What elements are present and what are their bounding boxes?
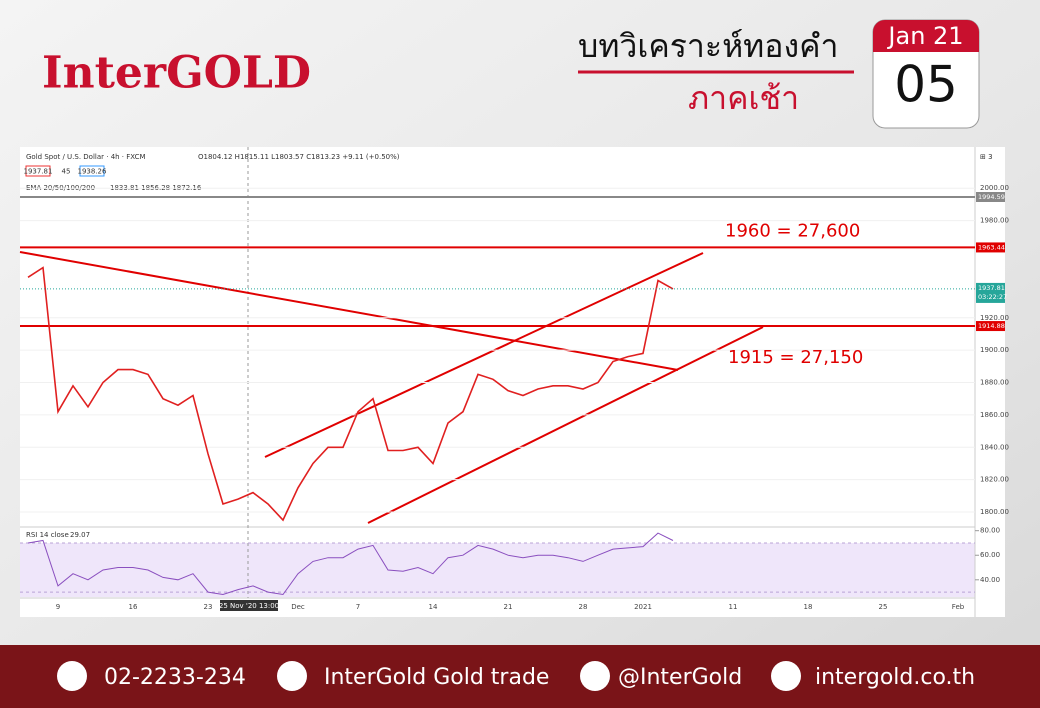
y-tick-label: 1920.00: [980, 314, 1009, 322]
bid-box: [25, 165, 51, 177]
level-tag: [976, 242, 1005, 253]
subtitle: ภาคเช้า: [688, 79, 799, 117]
web-icon: [771, 661, 801, 691]
y-tick-label: 1900.00: [980, 346, 1009, 354]
x-tick-label: 28: [579, 603, 588, 611]
x-tick-label: 7: [356, 603, 360, 611]
channel-upper: [264, 252, 704, 458]
phone: 02-2233-234: [104, 665, 246, 690]
chart-panel: [20, 147, 1005, 617]
y-tick-label: 1800.00: [980, 508, 1009, 516]
x-tick-label: 23: [204, 603, 213, 611]
calendar-top: [873, 20, 979, 52]
level-annotation: 1960 = 27,600: [725, 220, 860, 241]
rsi-tick-label: 40.00: [980, 576, 1000, 584]
x-tick-label: 16: [129, 603, 138, 611]
level-tag: [976, 321, 1005, 332]
y-tick-label: 1980.00: [980, 217, 1009, 225]
bid: 1937.81: [24, 168, 53, 176]
y-tick-label: 1820.00: [980, 476, 1009, 484]
ask-box: [79, 165, 105, 177]
x-tick-label: 21: [504, 603, 513, 611]
phone-icon: [57, 661, 87, 691]
y-tick-label: 2000.00: [980, 184, 1009, 192]
rsi-tick-label: 80.00: [980, 527, 1000, 535]
y-tick-label: 1860.00: [980, 411, 1009, 419]
x-tick-label: 25: [879, 603, 888, 611]
website: intergold.co.th: [815, 665, 975, 690]
countdown: 03:22:27: [978, 293, 1007, 301]
level-label: 1914.88: [978, 322, 1005, 330]
channel-lower: [367, 326, 764, 524]
x-tick-label: 18: [804, 603, 813, 611]
line: @InterGold: [618, 665, 742, 690]
last-price-label: 1937.81: [978, 284, 1005, 292]
rsi-readout: 29.07: [70, 531, 90, 539]
scale-mode: ⊞ 3: [980, 153, 993, 161]
x-tick-label: 11: [729, 603, 738, 611]
spread: 45: [62, 168, 71, 176]
rsi-line: [27, 532, 674, 596]
level-label: 1963.44: [978, 243, 1005, 251]
x-tick-label: 9: [56, 603, 60, 611]
level-annotation: 1915 = 27,150: [728, 347, 863, 368]
price-line: [27, 266, 674, 522]
ask: 1938.26: [78, 168, 107, 176]
brand: InterGOLD: [42, 48, 311, 99]
facebook-icon: [277, 661, 307, 691]
footer: [0, 645, 1040, 708]
crosshair-label-box: [220, 600, 278, 611]
y-tick-label: 1840.00: [980, 443, 1009, 451]
calendar-month: Jan 21: [886, 22, 963, 50]
x-tick-label: 14: [429, 603, 438, 611]
level-tag: [976, 191, 1005, 202]
symbol: Gold Spot / U.S. Dollar · 4h · FXCM: [26, 153, 146, 161]
ohlc: O1804.12 H1815.11 L1803.57 C1813.23 +9.1…: [198, 153, 400, 161]
x-tick-label: Dec: [291, 603, 305, 611]
level-label: 1994.59: [978, 193, 1005, 201]
line-icon: [580, 661, 610, 691]
facebook: InterGold Gold trade: [324, 665, 549, 690]
rsi-tick-label: 60.00: [980, 551, 1000, 559]
x-tick-label: Feb: [952, 603, 965, 611]
rsi-label: RSI 14 close: [26, 531, 69, 539]
title: บทวิเคราะห์ทองคำ: [578, 27, 838, 65]
crosshair-label: 25 Nov '20 13:00: [219, 602, 279, 610]
x-tick-label: 2021: [634, 603, 652, 611]
y-tick-label: 1880.00: [980, 379, 1009, 387]
rsi-band: [20, 543, 975, 597]
last-price-tag: [976, 282, 1005, 303]
calendar-day: 05: [894, 56, 958, 114]
